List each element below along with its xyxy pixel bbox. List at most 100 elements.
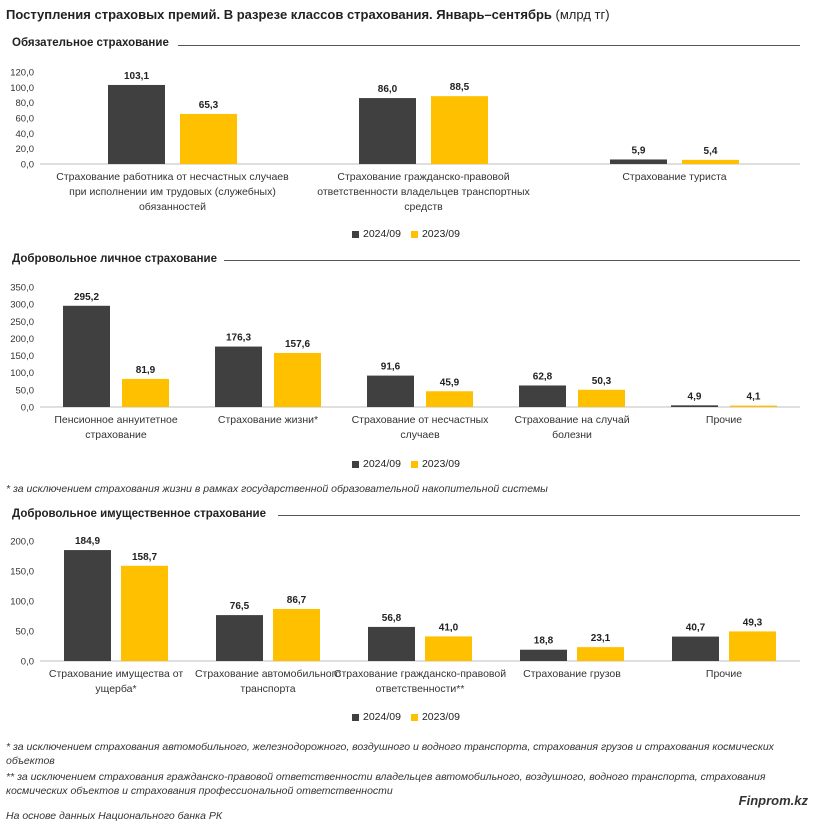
legend-swatch xyxy=(410,460,418,468)
y-tick-label: 50,0 xyxy=(16,385,35,396)
legend-swatch xyxy=(352,230,359,238)
bar-2024 xyxy=(108,84,165,164)
data-label: 81,9 xyxy=(136,365,156,376)
bar-2023 xyxy=(121,565,168,661)
data-label: 176,3 xyxy=(226,333,251,344)
category-label: Страхование на случай болезни xyxy=(514,414,629,441)
bar-2023 xyxy=(431,96,488,164)
footnote-personal: * за исключением страхования жизни в рам… xyxy=(6,483,548,495)
chart-mandatory: 120,0 100,0 80,0 60,0 40,0 20,0 0,0 103,1 65,3 Ст… xyxy=(10,68,800,213)
bar-2024 xyxy=(519,385,566,407)
legend-swatch xyxy=(352,460,359,468)
section-divider xyxy=(224,260,800,261)
section-divider xyxy=(178,45,800,46)
legend-property: 2024/09 2023/09 xyxy=(352,711,470,723)
bar-2024 xyxy=(671,405,718,407)
bar-2023 xyxy=(274,352,321,407)
bar-2023 xyxy=(426,391,473,407)
data-label: 23,1 xyxy=(591,633,611,644)
y-tick-label: 0,0 xyxy=(21,657,34,668)
chart-property: 200,0 150,0 100,0 50,0 0,0 184,9 158,7 Страхова… xyxy=(10,536,800,695)
legend-item-2023: 2023/09 xyxy=(410,458,460,470)
y-tick-label: 150,0 xyxy=(10,567,34,578)
section-title-mandatory: Обязательное страхование xyxy=(12,37,169,49)
y-tick-label: 100,0 xyxy=(10,368,34,379)
bar-2023 xyxy=(682,159,739,164)
section-title-personal: Добровольное личное страхование xyxy=(12,253,218,265)
legend-label: 2024/09 xyxy=(363,458,401,470)
category-label: Страхование гражданско-правовой ответстве… xyxy=(317,171,530,213)
bar-2023 xyxy=(577,647,624,661)
data-label: 295,2 xyxy=(74,292,99,303)
source-note: На основе данных Национального банка РК xyxy=(6,810,223,822)
bar-2023 xyxy=(122,378,169,407)
title-unit: (млрд тг) xyxy=(555,7,610,22)
data-label: 103,1 xyxy=(124,71,149,82)
category-label: Прочие xyxy=(706,668,742,680)
category-label: Пенсионное аннуитетное страхование xyxy=(54,414,178,441)
y-tick-label: 0,0 xyxy=(21,160,34,171)
legend-swatch xyxy=(352,713,359,721)
legend-label: 2024/09 xyxy=(363,228,401,240)
category-label: Страхование туриста xyxy=(622,171,726,183)
data-label: 86,7 xyxy=(287,595,307,606)
bar-2023 xyxy=(730,405,777,407)
data-label: 50,3 xyxy=(592,376,612,387)
y-tick-label: 80,0 xyxy=(16,98,35,109)
bar-2024 xyxy=(215,346,262,407)
category-label: Страхование имущества от ущерба* xyxy=(49,668,183,695)
legend-label: 2023/09 xyxy=(421,458,460,470)
bar-2024 xyxy=(520,649,567,661)
bar-2024 xyxy=(216,615,263,661)
data-label: 65,3 xyxy=(199,100,219,111)
section-title-property: Добровольное имущественное страхование xyxy=(12,508,267,520)
legend-label: 2023/09 xyxy=(421,711,460,723)
y-tick-label: 200,0 xyxy=(10,537,34,548)
data-label: 157,6 xyxy=(285,339,310,350)
category-label: Страхование от несчастных случаев xyxy=(352,414,490,441)
data-label: 40,7 xyxy=(686,623,706,634)
bar-2024 xyxy=(64,550,111,661)
title-bold: Поступления страховых премий. В разрезе … xyxy=(6,7,552,22)
data-label: 4,1 xyxy=(747,392,761,403)
section-divider xyxy=(278,515,800,516)
data-label: 86,0 xyxy=(378,84,398,95)
bar-2024 xyxy=(359,98,416,164)
y-tick-label: 100,0 xyxy=(10,83,34,94)
chart-personal: 350,0 300,0 250,0 200,0 150,0 100,0 50,0 0,0 295… xyxy=(10,283,800,441)
bar-2023 xyxy=(273,608,320,661)
data-label: 4,9 xyxy=(688,391,702,402)
bar-2024 xyxy=(610,159,667,164)
legend-swatch xyxy=(410,230,418,238)
legend-swatch xyxy=(410,713,418,721)
legend-item-2024: 2024/09 xyxy=(352,458,401,470)
data-label: 158,7 xyxy=(132,552,157,563)
y-tick-label: 250,0 xyxy=(10,317,34,328)
category-label: Страхование грузов xyxy=(523,668,621,680)
legend-mandatory: 2024/09 2023/09 xyxy=(352,228,470,240)
category-label: Прочие xyxy=(706,414,742,426)
y-tick-label: 60,0 xyxy=(16,114,35,125)
y-tick-label: 150,0 xyxy=(10,351,34,362)
page-title: Поступления страховых премий. В разрезе … xyxy=(6,7,610,22)
bar-2023 xyxy=(425,636,472,661)
data-label: 184,9 xyxy=(75,536,100,547)
bar-2023 xyxy=(729,631,776,661)
bar-2024 xyxy=(672,636,719,661)
bar-2023 xyxy=(180,113,237,164)
data-label: 41,0 xyxy=(439,622,459,633)
bar-2024 xyxy=(367,375,414,407)
legend-label: 2024/09 xyxy=(363,711,401,723)
bar-2023 xyxy=(578,389,625,407)
data-label: 45,9 xyxy=(440,377,460,388)
data-label: 5,9 xyxy=(632,145,646,156)
legend-personal: 2024/09 2023/09 xyxy=(352,458,470,470)
category-label: Страхование работника от несчастных случ… xyxy=(56,171,289,213)
legend-item-2024: 2024/09 xyxy=(352,711,401,723)
footnote-property-2: ** за исключением страхования гражданско… xyxy=(6,771,766,797)
brand-logo: Finprom.kz xyxy=(738,793,808,808)
bar-2024 xyxy=(63,305,110,407)
y-tick-label: 120,0 xyxy=(10,68,34,79)
category-label: Страхование жизни* xyxy=(218,414,318,426)
y-tick-label: 50,0 xyxy=(16,627,35,638)
